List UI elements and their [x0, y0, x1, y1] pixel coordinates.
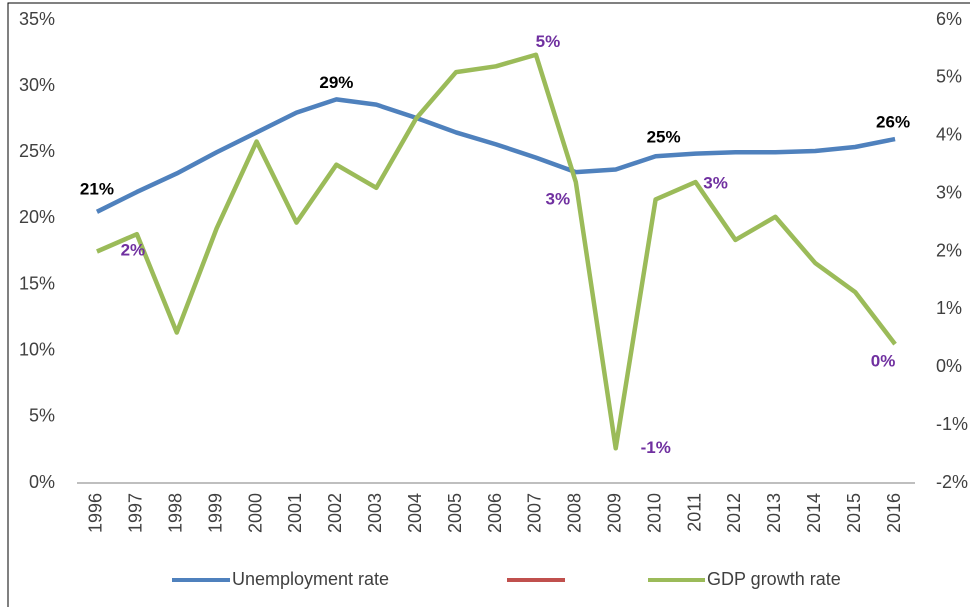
y-tick-label: 15%	[19, 273, 55, 293]
y2-tick-label: 0%	[936, 356, 962, 376]
x-tick-label: 2004	[405, 493, 425, 533]
legend-label: Unemployment rate	[232, 569, 389, 589]
y-tick-label: 10%	[19, 339, 55, 359]
data-label: 2%	[121, 241, 146, 260]
x-tick-label: 2008	[565, 493, 585, 533]
x-tick-label: 2006	[485, 493, 505, 533]
x-tick-label: 2015	[844, 493, 864, 533]
x-tick-label: 2011	[684, 493, 704, 532]
x-tick-label: 2005	[445, 493, 465, 533]
y-tick-label: 0%	[29, 472, 55, 492]
series-line	[95, 97, 896, 214]
y2-tick-label: 1%	[936, 298, 962, 318]
x-tick-label: 1996	[86, 493, 106, 533]
y2-tick-label: 4%	[936, 125, 962, 145]
x-tick-label: 2007	[525, 493, 545, 533]
x-tick-label: 2009	[604, 493, 624, 533]
y2-tick-label: -1%	[936, 414, 968, 434]
data-label: 29%	[319, 73, 353, 92]
data-label: 0%	[871, 352, 896, 371]
y-tick-label: 30%	[19, 75, 55, 95]
data-label: -1%	[641, 438, 671, 457]
x-tick-label: 2013	[764, 493, 784, 533]
x-tick-label: 2016	[884, 493, 904, 533]
x-tick-label: 2010	[644, 493, 664, 533]
x-tick-label: 2002	[325, 493, 345, 533]
data-label: 3%	[546, 190, 571, 209]
data-label: 5%	[536, 32, 561, 51]
data-label: 25%	[647, 128, 681, 147]
series-line	[96, 52, 897, 451]
x-tick-label: 2014	[804, 493, 824, 533]
y2-tick-label: -2%	[936, 472, 968, 492]
y2-tick-label: 6%	[936, 9, 962, 29]
legend-label: GDP growth rate	[707, 569, 841, 589]
y2-tick-label: 2%	[936, 240, 962, 260]
y2-tick-label: 5%	[936, 67, 962, 87]
data-label: 21%	[80, 179, 114, 198]
x-tick-label: 1997	[126, 493, 146, 533]
x-tick-label: 2000	[245, 493, 265, 533]
x-tick-label: 2003	[365, 493, 385, 533]
y-tick-label: 20%	[19, 207, 55, 227]
x-tick-label: 1999	[205, 493, 225, 533]
y2-tick-label: 3%	[936, 182, 962, 202]
chart-border	[7, 2, 970, 607]
y-tick-label: 5%	[29, 406, 55, 426]
y-tick-label: 25%	[19, 141, 55, 161]
data-label: 3%	[703, 174, 728, 193]
x-tick-label: 1998	[166, 493, 186, 533]
y-tick-label: 35%	[19, 9, 55, 29]
x-tick-label: 2001	[285, 493, 305, 533]
x-tick-label: 2012	[724, 493, 744, 533]
data-label: 26%	[876, 113, 910, 132]
